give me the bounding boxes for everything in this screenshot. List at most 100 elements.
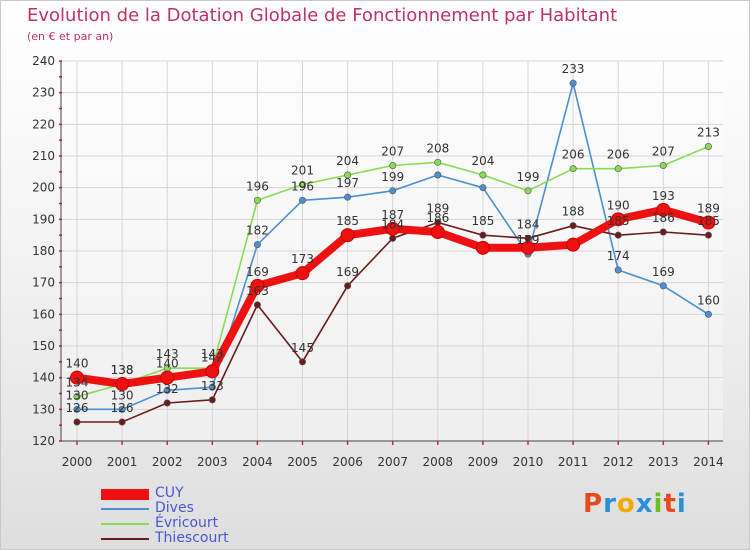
data-point-cuy	[385, 221, 400, 236]
data-point-evricourt	[569, 165, 577, 173]
y-tick-label: 240	[32, 54, 55, 68]
legend-item-dives: Dives	[101, 500, 301, 517]
data-label: 138	[111, 363, 134, 377]
data-point-thiescourt	[253, 301, 261, 309]
data-point-dives	[208, 383, 216, 391]
data-label: 133	[201, 379, 224, 393]
data-point-dives	[434, 171, 442, 179]
x-tick-label: 2008	[423, 455, 454, 469]
data-point-dives	[253, 241, 261, 249]
data-label: 199	[517, 170, 540, 184]
data-label: 140	[66, 357, 89, 371]
data-label: 193	[652, 189, 675, 203]
data-point-cuy	[656, 202, 671, 217]
x-tick-label: 2001	[107, 455, 138, 469]
y-tick-label: 120	[32, 434, 55, 448]
data-point-dives	[479, 184, 487, 192]
data-label: 185	[336, 214, 359, 228]
data-label: 182	[246, 224, 269, 238]
data-label: 143	[156, 347, 179, 361]
x-tick-label: 2000	[62, 455, 93, 469]
data-point-cuy	[160, 370, 175, 385]
data-label: 143	[201, 347, 224, 361]
chart-subtitle: (en € et par an)	[27, 30, 114, 43]
x-tick-label: 2014	[693, 455, 724, 469]
data-label: 126	[66, 401, 89, 415]
legend-item-thiescourt: Thiescourt	[101, 530, 301, 547]
data-label: 208	[426, 141, 449, 155]
data-point-dives	[163, 386, 171, 394]
data-label: 140	[156, 357, 179, 371]
data-point-cuy	[566, 237, 581, 252]
x-tick-label: 2006	[332, 455, 363, 469]
data-point-thiescourt	[73, 418, 81, 426]
data-point-evricourt	[73, 393, 81, 401]
data-point-cuy	[611, 212, 626, 227]
data-label: 130	[66, 388, 89, 402]
data-point-evricourt	[479, 171, 487, 179]
data-point-thiescourt	[118, 418, 126, 426]
x-tick-label: 2004	[242, 455, 273, 469]
data-label: 185	[697, 214, 720, 228]
data-label: 207	[652, 145, 675, 159]
data-label: 138	[111, 363, 134, 377]
data-label: 132	[156, 382, 179, 396]
data-point-evricourt	[659, 162, 667, 170]
logo-letter: o	[616, 489, 636, 519]
data-point-dives	[118, 405, 126, 413]
data-point-evricourt	[434, 158, 442, 166]
data-point-thiescourt	[344, 282, 352, 290]
data-point-thiescourt	[479, 231, 487, 239]
logo-letter: i	[676, 489, 687, 519]
logo-letter: t	[663, 489, 677, 519]
data-label: 189	[426, 202, 449, 216]
data-label: 196	[246, 179, 269, 193]
data-label: 173	[291, 252, 314, 266]
legend-label: Évricourt	[155, 515, 219, 531]
logo-letter: r	[603, 489, 617, 519]
data-label: 189	[697, 202, 720, 216]
y-tick-label: 170	[32, 276, 55, 290]
data-point-thiescourt	[298, 358, 306, 366]
data-point-evricourt	[344, 171, 352, 179]
data-label: 197	[336, 176, 359, 190]
data-point-thiescourt	[208, 396, 216, 404]
data-label: 201	[291, 164, 314, 178]
data-point-cuy	[115, 377, 130, 391]
x-tick-label: 2013	[648, 455, 679, 469]
data-point-thiescourt	[569, 222, 577, 230]
data-point-cuy	[340, 228, 355, 243]
data-label: 190	[607, 198, 630, 212]
y-tick-label: 230	[32, 86, 55, 100]
data-point-cuy	[250, 278, 265, 293]
data-point-cuy	[475, 240, 490, 255]
data-label: 169	[652, 265, 675, 279]
data-label: 169	[336, 265, 359, 279]
data-label: 185	[471, 214, 494, 228]
logo-letter: x	[635, 489, 654, 519]
legend-label: CUY	[155, 485, 184, 501]
y-tick-label: 160	[32, 307, 55, 321]
data-point-dives	[659, 282, 667, 290]
data-label: 233	[562, 62, 585, 76]
data-label: 126	[111, 401, 134, 415]
data-point-thiescourt	[659, 228, 667, 236]
x-tick-label: 2011	[558, 455, 589, 469]
x-tick-label: 2005	[287, 455, 318, 469]
data-label: 204	[336, 154, 359, 168]
line-chart: 120 130 140 150 160 170 180 190 200 210 220 230 240 2…	[32, 54, 724, 469]
chart-title: Evolution de la Dotation Globale de Fonc…	[27, 5, 618, 26]
y-tick-label: 220	[32, 117, 55, 131]
y-tick-label: 210	[32, 149, 55, 163]
data-point-evricourt	[389, 162, 397, 170]
data-point-dives	[344, 193, 352, 201]
data-point-evricourt	[614, 165, 622, 173]
y-tick-label: 150	[32, 339, 55, 353]
data-point-cuy	[205, 364, 220, 379]
legend-item-cuy: CUY	[101, 485, 301, 502]
data-label: 142	[201, 350, 224, 364]
data-label: 188	[562, 205, 585, 219]
data-point-cuy	[701, 215, 716, 230]
y-tick-label: 180	[32, 244, 55, 258]
